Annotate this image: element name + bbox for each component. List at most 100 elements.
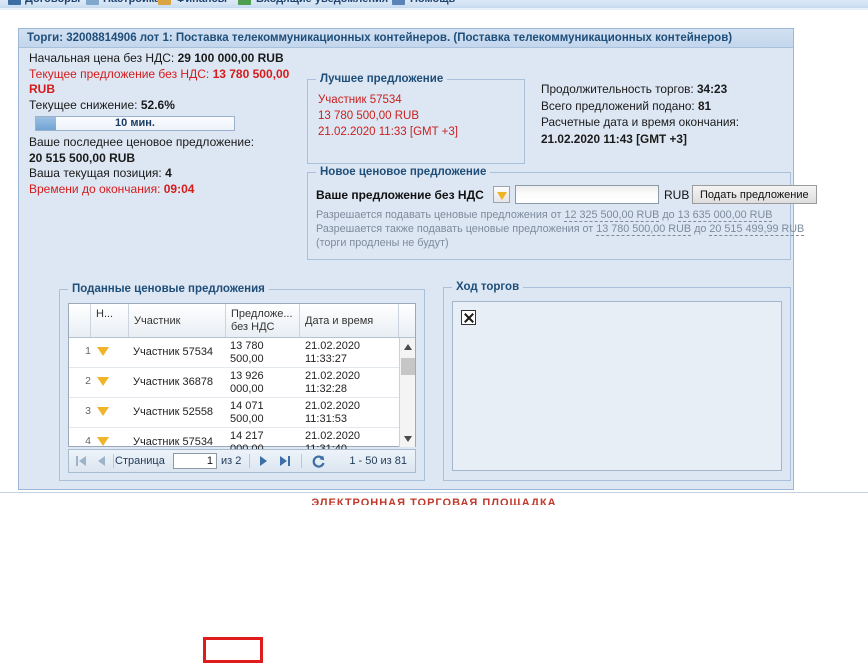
time-left-row: Времени до окончания: 09:04 [29, 182, 291, 198]
est-end-value: 21.02.2020 11:43 [GMT +3] [541, 131, 687, 146]
discount-value: 52.6% [140, 97, 175, 112]
discount-row: Текущее снижение: 52.6% [29, 98, 291, 114]
hint2-from: 13 780 500,00 RUB [596, 223, 692, 236]
envelope-icon [238, 0, 251, 5]
total-bids-label: Всего предложений подано: [541, 98, 695, 113]
new-offer-legend: Новое ценовое предложение [316, 166, 491, 178]
col-h1[interactable]: Н... [91, 304, 129, 337]
row-number: 4 [85, 435, 91, 447]
hint2-to: 20 515 499,99 RUB [709, 223, 805, 236]
col-rownum [69, 304, 91, 337]
table-row[interactable]: 3 Участник 52558 14 071 500,00 21.02.202… [69, 398, 415, 428]
row-amount-line1: 13 780 [230, 340, 264, 352]
start-price-row: Начальная цена без НДС: 29 100 000,00 RU… [29, 51, 291, 67]
current-offer-value: 13 780 500,00 RUB [29, 66, 290, 97]
row-amount-line2: 500,00 [230, 353, 264, 365]
hint2-pre: Разрешается также подавать ценовые предл… [316, 223, 597, 235]
table-row[interactable]: 2 Участник 36878 13 926 000,00 21.02.202… [69, 368, 415, 398]
total-bids-value: 81 [697, 98, 712, 113]
menu-item-uvedomleniya[interactable]: Входящие уведомления [256, 0, 388, 5]
row-number: 2 [85, 375, 91, 387]
first-page-button[interactable] [75, 454, 90, 469]
best-offer-datetime: 21.02.2020 11:33 [GMT +3] [318, 126, 458, 138]
col-offer[interactable]: Предложе... без НДС [226, 304, 300, 337]
menu-item-finansy[interactable]: Финансы [176, 0, 227, 5]
row-amount-line2: 000,00 [230, 383, 264, 395]
scroll-up-icon[interactable] [400, 338, 416, 355]
auction-summary: Начальная цена без НДС: 29 100 000,00 RU… [29, 51, 291, 197]
hint2-mid: до [691, 223, 710, 235]
document-icon [8, 0, 21, 5]
footer-text: ЭЛЕКТРОННАЯ ТОРГОВАЯ ПЛОЩАДКА [311, 497, 557, 505]
bid-dropdown-button[interactable] [493, 186, 510, 203]
menu-item-dogovory[interactable]: Договоры [25, 0, 80, 5]
bid-amount-input[interactable] [515, 185, 659, 204]
bid-range-hint-2: Разрешается также подавать ценовые предл… [316, 223, 805, 236]
current-offer-row: Текущее предложение без НДС: 13 780 500,… [29, 67, 291, 98]
menu-divider [0, 8, 868, 10]
row-participant: Участник 36878 [133, 376, 214, 388]
duration-row: Продолжительность торгов: 34:23 [541, 81, 791, 98]
est-end-label: Расчетные дата и время окончания: [541, 115, 740, 129]
your-last-value: 20 515 500,00 RUB [29, 150, 136, 165]
new-offer-row: Ваше предложение без НДС RUB Подать пред… [316, 185, 817, 205]
table-row[interactable]: 1 Участник 57534 13 780 500,00 21.02.202… [69, 338, 415, 368]
auction-log-content [452, 301, 782, 471]
next-page-button[interactable] [257, 454, 272, 469]
down-arrow-icon [97, 407, 109, 416]
row-amount-line2: 500,00 [230, 413, 264, 425]
position-value: 4 [165, 166, 172, 180]
duration-value: 34:23 [696, 82, 728, 96]
position-label: Ваша текущая позиция: [29, 166, 162, 180]
auction-log-legend: Ход торгов [452, 281, 524, 293]
refresh-icon[interactable] [311, 454, 326, 469]
row-date: 21.02.2020 [305, 430, 361, 442]
down-arrow-icon [97, 437, 109, 446]
best-offer-legend: Лучшее предложение [316, 73, 448, 85]
last-page-button[interactable] [279, 454, 294, 469]
hint1-pre: Разрешается подавать ценовые предложения… [316, 209, 565, 221]
hint1-to: 13 635 000,00 RUB [677, 209, 773, 222]
col-datetime[interactable]: Дата и время [300, 304, 399, 337]
row-time: 11:32:28 [305, 383, 348, 395]
row-number: 3 [85, 405, 91, 417]
col-participant[interactable]: Участник [129, 304, 226, 337]
menu-item-nastroyka[interactable]: Настройка [103, 0, 160, 5]
scrollbar-thumb[interactable] [401, 358, 415, 375]
page-number-input[interactable] [173, 453, 217, 469]
duration-label: Продолжительность торгов: [541, 82, 694, 96]
bid-extension-note: (торги продлены не будут) [316, 237, 449, 249]
time-progress-fill [36, 117, 56, 130]
row-date: 21.02.2020 [305, 400, 361, 412]
scroll-down-icon[interactable] [400, 430, 416, 447]
footer-divider [0, 492, 868, 493]
current-offer-label: Текущее предложение без НДС: [29, 66, 210, 81]
bids-table-scrollbar[interactable] [399, 338, 415, 447]
best-offer-amount: 13 780 500,00 RUB [318, 110, 420, 122]
row-amount-line1: 14 071 [230, 400, 264, 412]
menu-item-pomoshch[interactable]: Помощь [410, 0, 455, 5]
submit-bid-button[interactable]: Подать предложение [692, 185, 817, 204]
discount-label: Текущее снижение: [29, 97, 138, 112]
col-offer-line2: без НДС [231, 321, 275, 333]
best-offer-body: Участник 57534 13 780 500,00 RUB 21.02.2… [308, 80, 524, 140]
submitted-bids-legend: Поданные ценовые предложения [68, 283, 269, 295]
page-total-label: из 2 [221, 455, 242, 467]
hint1-from: 12 325 500,00 RUB [564, 209, 660, 222]
start-price-label: Начальная цена без НДС: [29, 51, 175, 65]
auction-panel: Торги: 32008814906 лот 1: Поставка телек… [18, 28, 817, 663]
time-progress-bar: 10 мин. [35, 116, 235, 131]
your-last-label: Ваше последнее ценовое предложение: [29, 135, 255, 149]
currency-label: RUB [664, 188, 690, 202]
row-time: 11:31:53 [305, 413, 348, 425]
col-offer-line1: Предложе... [231, 308, 293, 320]
wrench-icon [86, 0, 99, 5]
prev-page-button[interactable] [95, 454, 110, 469]
hint1-mid: до [659, 209, 678, 221]
row-participant: Участник 57534 [133, 346, 214, 358]
best-offer-panel: Лучшее предложение Участник 57534 13 780… [307, 73, 525, 164]
bid-range-hint-1: Разрешается подавать ценовые предложения… [316, 209, 773, 222]
row-date: 21.02.2020 [305, 340, 361, 352]
auction-stats: Продолжительность торгов: 34:23 Всего пр… [541, 81, 791, 147]
help-icon [392, 0, 405, 5]
